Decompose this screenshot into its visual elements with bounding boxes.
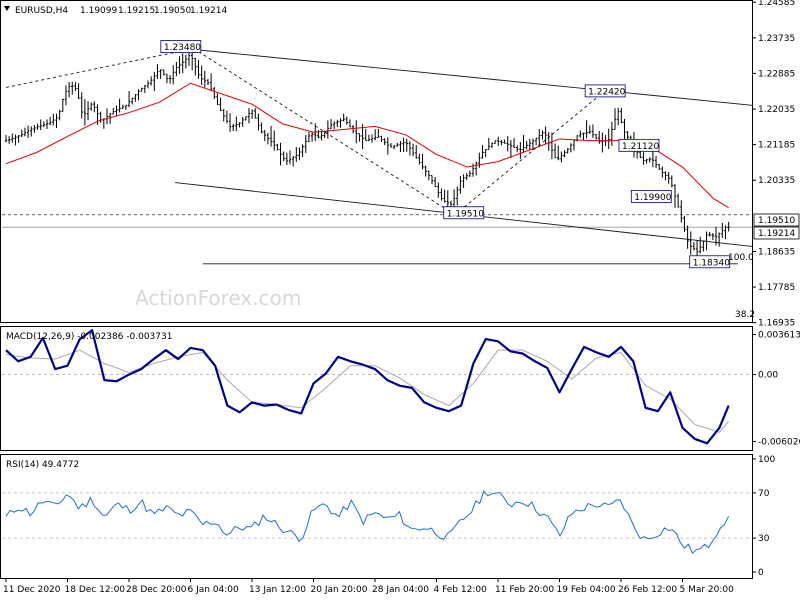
trendlines [5,48,754,265]
last-price-tag: 1.19214 [753,226,800,240]
macd-series: 0.003613 0.00 -0.006026 [2,329,800,447]
rsi-y-tick-label: 70 [758,489,770,499]
x-tick-label: 11 Dec 2020 [3,585,61,595]
last-price-text: 1.19214 [758,229,795,239]
y-tick-label: 1.22035 [758,105,795,115]
x-tick-label: 19 Feb 04:00 [557,585,616,595]
x-tick-label: 4 Feb 12:00 [434,585,488,595]
y-tick-label: 1.18635 [758,247,795,257]
rsi-y-tick-label: 30 [758,534,770,544]
rsi-y-tick-label: 100 [758,455,775,465]
y-tick-label: 1.20335 [758,176,795,186]
annotation-label: 1.18340 [693,258,730,268]
trendline [5,48,194,88]
annotation-box [630,190,672,203]
macd-signal-line [5,349,730,433]
rsi-line [5,490,730,555]
level-price-tag: 1.19510 [753,213,800,227]
price-annotations: 1.23480 1.19510 1.22420 1.21120 1.19900 1.183… [160,40,731,269]
rsi-label: RSI(14) 49.4772 [6,460,79,470]
x-tick-label: 28 Jan 04:00 [372,585,429,595]
fib-100-label: 100.0 [728,253,754,263]
main-y-axis: 1.24585 1.23735 1.22885 1.22035 1.21185 1.203… [752,0,795,329]
y-tick-label: 1.16935 [758,319,795,329]
trendline [196,49,754,106]
x-tick-label: 28 Dec 20:00 [126,585,187,595]
annotation-label: 1.22420 [588,87,625,97]
annotation-label: 1.19900 [634,193,671,203]
macd-label: MACD(12,26,9) -0.002386 -0.003731 [6,332,172,342]
macd-y-tick-label: 0.00 [758,371,778,381]
annotation-label: 1.23480 [164,43,201,53]
macd-panel-frame [0,326,753,451]
x-tick-label: 18 Dec 12:00 [65,585,126,595]
annotation-box [584,84,626,98]
collapse-triangle-icon[interactable] [4,6,10,11]
rsi-series: 100 70 30 0 [2,455,775,578]
ohlc-low: 1.19050 [154,6,191,16]
annotation-box [160,40,202,53]
main-gridlines [2,214,752,228]
x-axis: 11 Dec 2020 18 Dec 12:00 28 Dec 20:00 6 Jan… [3,578,734,595]
x-tick-label: 20 Jan 20:00 [311,585,368,595]
y-tick-label: 1.22885 [758,69,795,79]
y-tick-label: 1.17785 [758,283,795,293]
ohlc-close: 1.19214 [190,6,227,16]
y-tick-label: 1.24585 [758,0,795,8]
symbol-timeframe: EURUSD,H4 [15,6,68,16]
annotation-box [689,255,731,269]
watermark: ActionForex.com [135,286,301,310]
x-tick-label: 11 Feb 20:00 [495,585,554,595]
rsi-panel-frame [0,454,753,579]
x-tick-label: 5 Mar 20:00 [680,585,735,595]
rsi-y-tick-label: 0 [758,568,764,578]
y-tick-label: 1.23735 [758,34,795,44]
ohlc-high: 1.19215 [118,6,155,16]
y-tick-label: 1.21185 [758,141,795,151]
x-tick-label: 6 Jan 04:00 [188,585,240,595]
annotation-box [443,206,485,220]
level-price-text: 1.19510 [758,216,795,226]
main-panel-frame [0,0,753,323]
annotation-box [618,138,660,152]
x-tick-label: 26 Feb 12:00 [618,585,677,595]
annotation-label: 1.21120 [622,142,659,152]
macd-y-tick-label: -0.006026 [758,437,800,447]
macd-y-tick-label: 0.003613 [758,331,800,341]
macd-main-line [5,329,730,445]
annotation-label: 1.19510 [447,209,484,219]
candle-series [4,44,730,265]
ohlc-open: 1.19099 [80,6,117,16]
fib-38-label: 38.2 [735,310,755,320]
x-tick-label: 13 Jan 12:00 [249,585,306,595]
trendline [454,92,603,216]
chart-header: EURUSD,H4 1.19099 1.19215 1.19050 1.1921… [4,6,227,16]
trendline [193,48,456,216]
